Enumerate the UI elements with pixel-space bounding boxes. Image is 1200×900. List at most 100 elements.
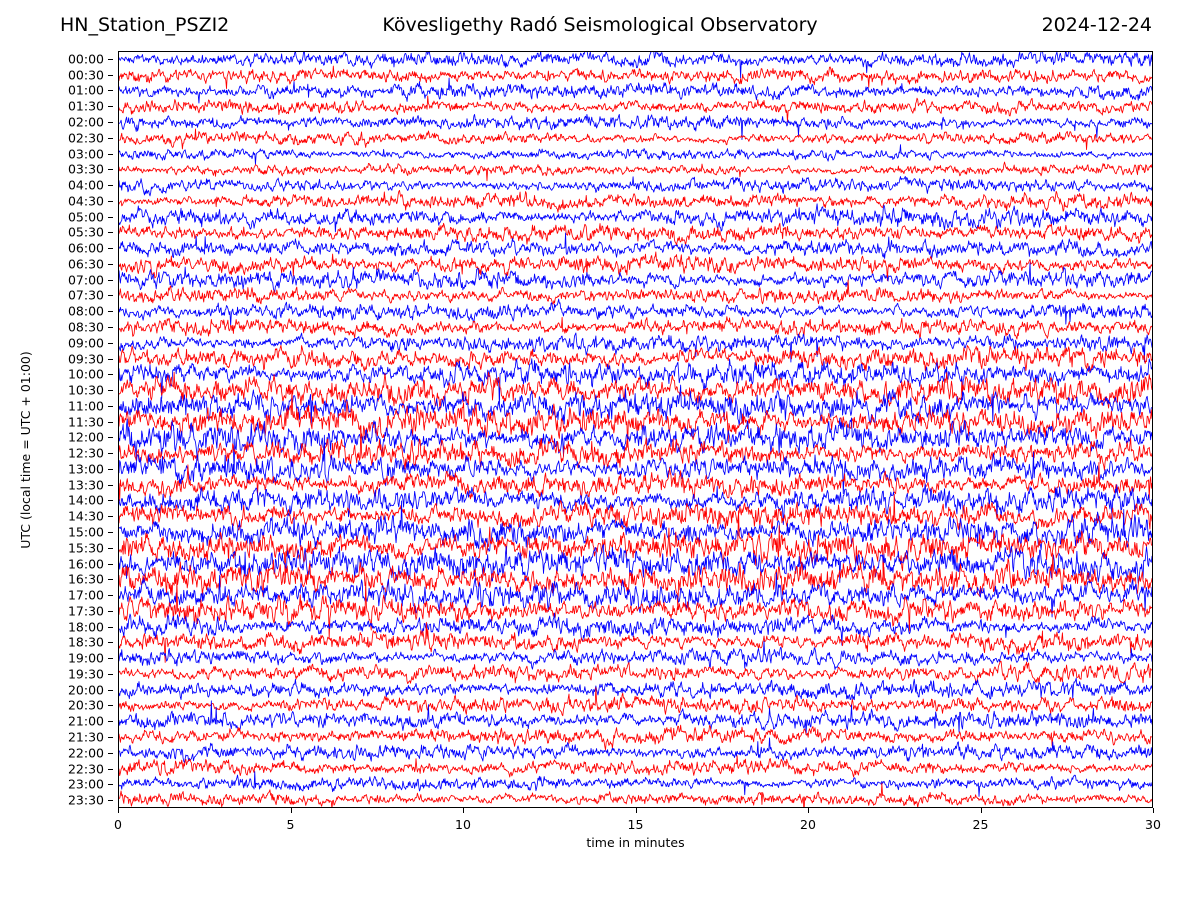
y-tick-label: 03:00 xyxy=(67,146,104,161)
x-tick-mark xyxy=(463,808,464,813)
y-tick-label: 15:30 xyxy=(67,540,104,556)
seismic-trace-row xyxy=(119,463,1152,501)
x-axis-title: time in minutes xyxy=(586,835,685,850)
seismic-trace-row xyxy=(119,701,1152,735)
seismic-trace-row xyxy=(119,162,1152,181)
y-tick-mark xyxy=(108,295,113,297)
y-tick-mark xyxy=(108,453,113,455)
y-tick-mark xyxy=(108,626,113,628)
y-tick-label: 21:30 xyxy=(67,729,104,745)
seismic-trace-row xyxy=(119,511,1152,585)
y-tick-mark xyxy=(108,705,113,707)
y-tick-label: 13:30 xyxy=(67,477,104,493)
seismic-trace-row xyxy=(119,772,1152,797)
seismic-trace-row xyxy=(119,66,1152,89)
y-tick-mark xyxy=(108,689,113,691)
seismic-trace-row xyxy=(119,678,1152,700)
y-tick-label: 19:30 xyxy=(67,666,104,682)
y-tick-label: 15:00 xyxy=(67,524,104,540)
y-tick-label: 11:00 xyxy=(67,398,104,414)
y-tick-label: 07:30 xyxy=(67,287,104,303)
y-tick-mark xyxy=(108,248,113,250)
y-tick-mark xyxy=(108,768,113,770)
y-tick-label: 09:30 xyxy=(67,351,104,367)
seismic-trace-row xyxy=(119,345,1152,371)
y-tick-mark xyxy=(108,374,113,376)
y-tick-label: 14:30 xyxy=(67,508,104,524)
y-tick-label: 02:00 xyxy=(67,114,104,130)
y-axis-title: UTC (local time = UTC + 01:00) xyxy=(18,351,33,549)
seismic-trace-row xyxy=(119,372,1152,409)
x-tick-mark xyxy=(808,808,809,813)
y-tick-label: 03:30 xyxy=(67,161,104,177)
seismic-trace-row xyxy=(119,573,1152,617)
y-tick-mark xyxy=(108,437,113,439)
y-tick-mark xyxy=(108,232,113,234)
y-tick-label: 16:00 xyxy=(67,556,104,572)
y-tick-mark xyxy=(108,279,113,281)
y-tick-mark xyxy=(108,153,113,155)
seismic-trace-row xyxy=(119,783,1152,807)
y-tick-label: 20:00 xyxy=(67,682,104,698)
y-tick-mark xyxy=(108,484,113,486)
y-tick-label: 00:30 xyxy=(67,67,104,83)
y-tick-label: 05:30 xyxy=(67,224,104,240)
x-tick-label: 30 xyxy=(1145,817,1161,832)
seismic-trace-row xyxy=(119,96,1152,122)
y-tick-mark xyxy=(108,532,113,533)
y-tick-mark xyxy=(108,358,113,360)
y-tick-mark xyxy=(108,106,113,108)
x-tick-label: 25 xyxy=(972,817,989,832)
y-tick-mark xyxy=(108,673,113,675)
x-tick-label: 0 xyxy=(114,817,122,832)
seismic-trace-row xyxy=(119,317,1152,339)
y-tick-mark xyxy=(108,216,113,218)
y-tick-mark xyxy=(108,579,113,581)
x-tick-mark xyxy=(118,808,119,813)
seismic-trace-row xyxy=(119,613,1152,645)
y-tick-mark xyxy=(108,721,113,723)
seismic-trace-row xyxy=(119,738,1152,763)
seismic-trace-row xyxy=(119,114,1152,139)
y-tick-mark xyxy=(108,405,113,407)
x-tick-mark xyxy=(980,808,982,813)
date-label: 2024-12-24 xyxy=(1041,14,1152,36)
y-tick-mark xyxy=(108,326,113,328)
y-tick-label: 01:00 xyxy=(67,82,104,98)
y-tick-mark xyxy=(108,752,113,754)
seismic-trace-row xyxy=(119,622,1152,662)
y-tick-mark xyxy=(108,342,113,344)
y-tick-label: 14:00 xyxy=(67,492,104,508)
y-tick-label: 13:00 xyxy=(67,461,104,477)
seismic-trace-row xyxy=(119,725,1152,750)
seismic-trace-row xyxy=(119,641,1152,669)
y-tick-label: 23:30 xyxy=(67,792,104,808)
seismic-trace-row xyxy=(119,233,1152,259)
y-tick-label: 22:00 xyxy=(67,745,104,761)
y-tick-mark xyxy=(108,169,113,171)
seismic-trace-row xyxy=(119,389,1152,447)
y-tick-mark xyxy=(108,137,113,139)
y-tick-label: 17:30 xyxy=(67,603,104,619)
y-tick-label: 12:00 xyxy=(67,429,104,445)
seismic-trace-row xyxy=(119,756,1152,777)
seismic-trace-row xyxy=(119,545,1152,584)
y-tick-label: 05:00 xyxy=(67,209,104,225)
seismic-trace-row xyxy=(119,494,1152,532)
seismic-traces xyxy=(119,52,1152,807)
y-tick-label: 10:30 xyxy=(67,382,104,398)
x-tick-mark xyxy=(1153,808,1154,813)
seismic-trace-row xyxy=(119,223,1152,245)
seismic-trace-row xyxy=(119,252,1152,281)
y-tick-mark xyxy=(108,468,113,470)
y-tick-mark xyxy=(108,421,113,423)
y-tick-label: 08:30 xyxy=(67,319,104,335)
y-tick-mark xyxy=(108,610,113,612)
x-tick-label: 20 xyxy=(800,817,816,832)
y-tick-label: 21:00 xyxy=(67,713,104,729)
y-tick-label: 10:00 xyxy=(67,366,104,382)
y-tick-label: 06:00 xyxy=(67,240,104,256)
y-tick-label: 22:30 xyxy=(67,761,104,777)
x-tick-mark xyxy=(635,808,637,813)
seismic-trace-row xyxy=(119,263,1152,292)
